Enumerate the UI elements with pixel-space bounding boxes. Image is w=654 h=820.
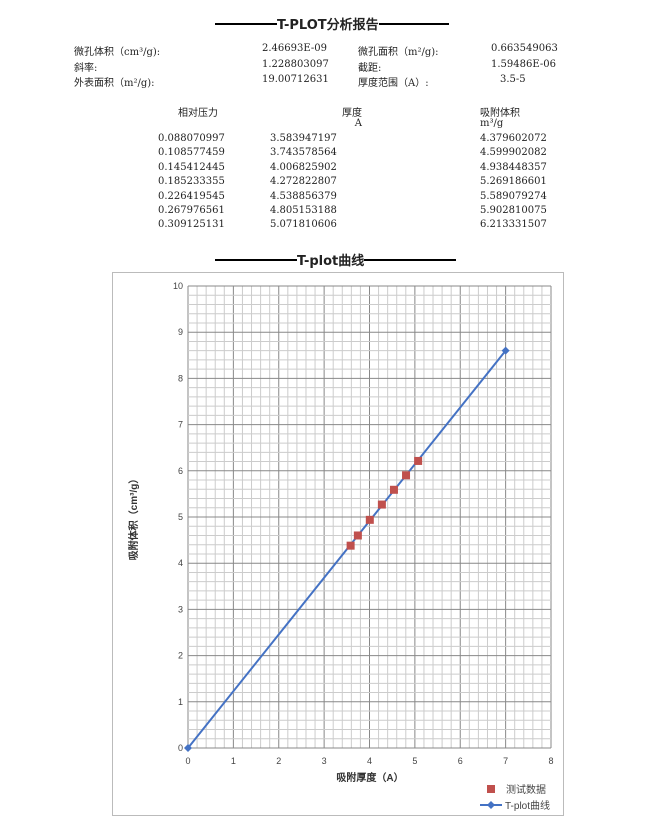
legend-diamond [487,801,495,809]
x-axis-label: 吸附厚度（A） [336,771,403,784]
table-cell: 4.538856379 [270,190,337,202]
x-tick-label: 1 [231,756,236,766]
summary-value: 0.663549063 [491,43,558,54]
y-tick-label: 8 [178,373,183,383]
x-tick-label: 6 [458,756,463,766]
summary-value: 19.00712631 [262,74,329,85]
chart-title: T-plot曲线 [215,250,457,269]
table-cell: 6.213331507 [480,219,547,231]
x-tick-label: 0 [185,756,190,766]
y-tick-label: 4 [178,558,183,568]
table-cell: 5.269186601 [480,176,547,188]
summary-value: 1.59486E-06 [491,58,556,70]
table-unit: A [354,118,362,129]
y-tick-label: 1 [178,697,183,707]
data-point [402,471,411,480]
summary-label: 微孔面积（m²/g): [358,47,439,58]
table-cell: 0.145412445 [158,161,225,173]
x-tick-label: 4 [367,756,372,766]
y-tick-label: 9 [178,327,183,337]
table-unit: m³/g [480,118,504,129]
data-point [389,485,398,494]
table-cell: 4.938448357 [480,161,547,173]
y-tick-label: 10 [173,281,183,291]
data-point [414,456,423,465]
table-cell: 5.902810075 [480,205,547,216]
table-cell: 0.088070997 [158,133,225,144]
summary-label: 截距: [358,62,382,74]
table-cell: 4.272822807 [270,176,337,188]
summary-value: 2.46693E-09 [262,43,327,54]
y-axis-label: 吸附体积（cm³/g） [127,474,140,561]
chart-frame [112,272,564,816]
legend-label: T-plot曲线 [505,799,550,812]
table-cell: 4.805153188 [270,205,337,216]
y-tick-label: 2 [178,651,183,661]
data-point [353,531,362,540]
x-tick-label: 3 [322,756,327,766]
data-point [377,500,386,509]
table-header: 相对压力 [178,108,218,119]
table-cell: 0.226419545 [158,190,225,202]
x-tick-label: 7 [503,756,508,766]
table-header: 厚度 [342,108,362,119]
table-cell: 4.006825902 [270,161,337,173]
legend-label: 测试数据 [506,783,546,796]
data-point [346,541,355,550]
legend-marker-scatter [487,785,495,793]
table-cell: 4.599902082 [480,147,547,159]
y-tick-label: 5 [178,512,183,522]
summary-value: 1.228803097 [262,58,329,70]
table-cell: 0.185233355 [158,176,225,188]
y-tick-label: 7 [178,420,183,430]
table-cell: 3.743578564 [270,147,337,159]
table-cell: 0.309125131 [158,219,225,231]
x-tick-label: 2 [276,756,281,766]
x-tick-label: 8 [548,756,553,766]
y-tick-label: 0 [178,743,183,753]
table-cell: 5.589079274 [480,190,547,202]
data-point [365,515,374,524]
table-cell: 3.583947197 [270,133,337,144]
summary-label: 微孔体积（cm³/g): [74,47,161,58]
y-tick-label: 6 [178,466,183,476]
report-title: T-PLOT分析报告 [215,14,449,33]
table-cell: 5.071810606 [270,219,337,231]
table-cell: 4.379602072 [480,133,547,144]
table-header: 吸附体积 [480,108,520,119]
summary-value: 3.5-5 [500,74,526,85]
summary-label: 厚度范围（A）: [358,78,429,89]
table-cell: 0.108577459 [158,147,225,159]
x-tick-label: 5 [412,756,417,766]
summary-label: 斜率: [74,62,98,74]
summary-label: 外表面积（m²/g): [74,78,155,89]
table-cell: 0.267976561 [158,205,225,216]
line-marker [184,744,192,752]
line-marker [501,346,510,355]
y-tick-label: 3 [178,604,183,614]
